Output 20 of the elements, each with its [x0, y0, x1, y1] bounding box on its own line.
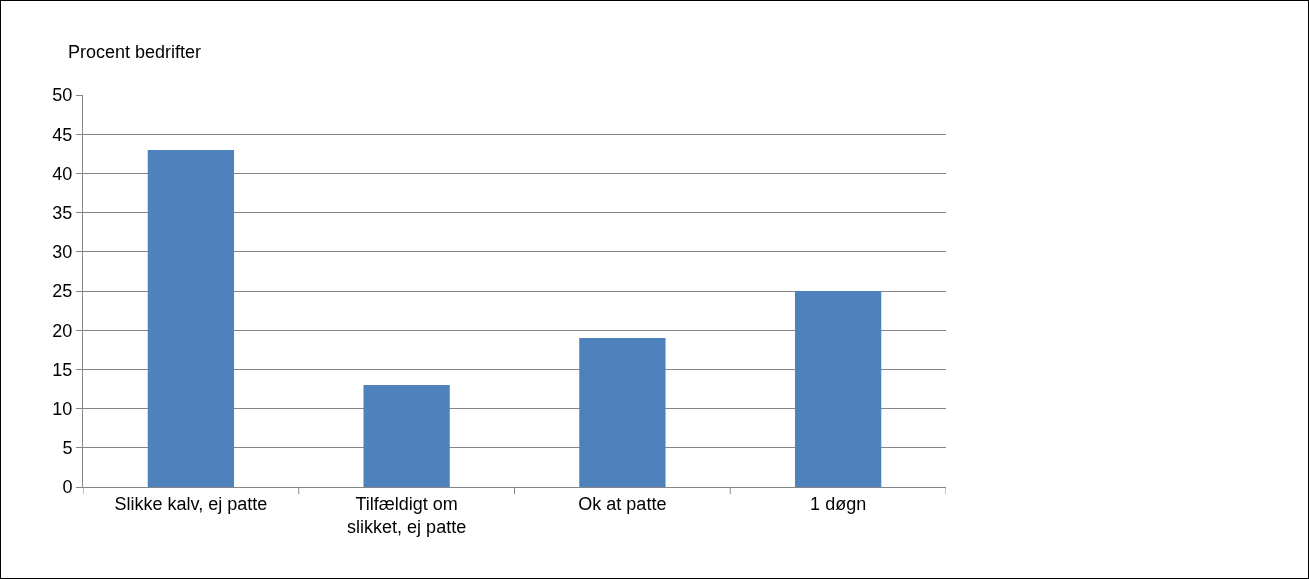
y-axis-title: Procent bedrifter — [68, 42, 202, 62]
y-tick-label: 40 — [52, 163, 73, 184]
y-tick-label: 0 — [62, 477, 73, 498]
x-tick-label: Tilfældigt om slikket, ej patte — [347, 493, 467, 537]
y-tick-label: 10 — [52, 398, 73, 419]
y-tick-label: 45 — [52, 124, 73, 145]
y-tick-label: 20 — [52, 320, 73, 341]
bar — [147, 149, 235, 487]
x-tick-label: Slikke kalv, ej patte — [114, 493, 268, 514]
bar — [579, 338, 666, 487]
bar — [363, 385, 450, 487]
x-tick-label: 1 døgn — [810, 493, 867, 514]
y-tick-label: 35 — [52, 202, 73, 223]
y-tick-label: 50 — [52, 85, 73, 106]
y-tick-label: 25 — [52, 281, 73, 302]
x-tick-label: Ok at patte — [578, 493, 667, 514]
bar — [794, 291, 882, 487]
y-tick-label: 5 — [62, 438, 73, 459]
y-tick-label: 30 — [52, 242, 73, 263]
y-tick-label: 15 — [52, 359, 73, 380]
